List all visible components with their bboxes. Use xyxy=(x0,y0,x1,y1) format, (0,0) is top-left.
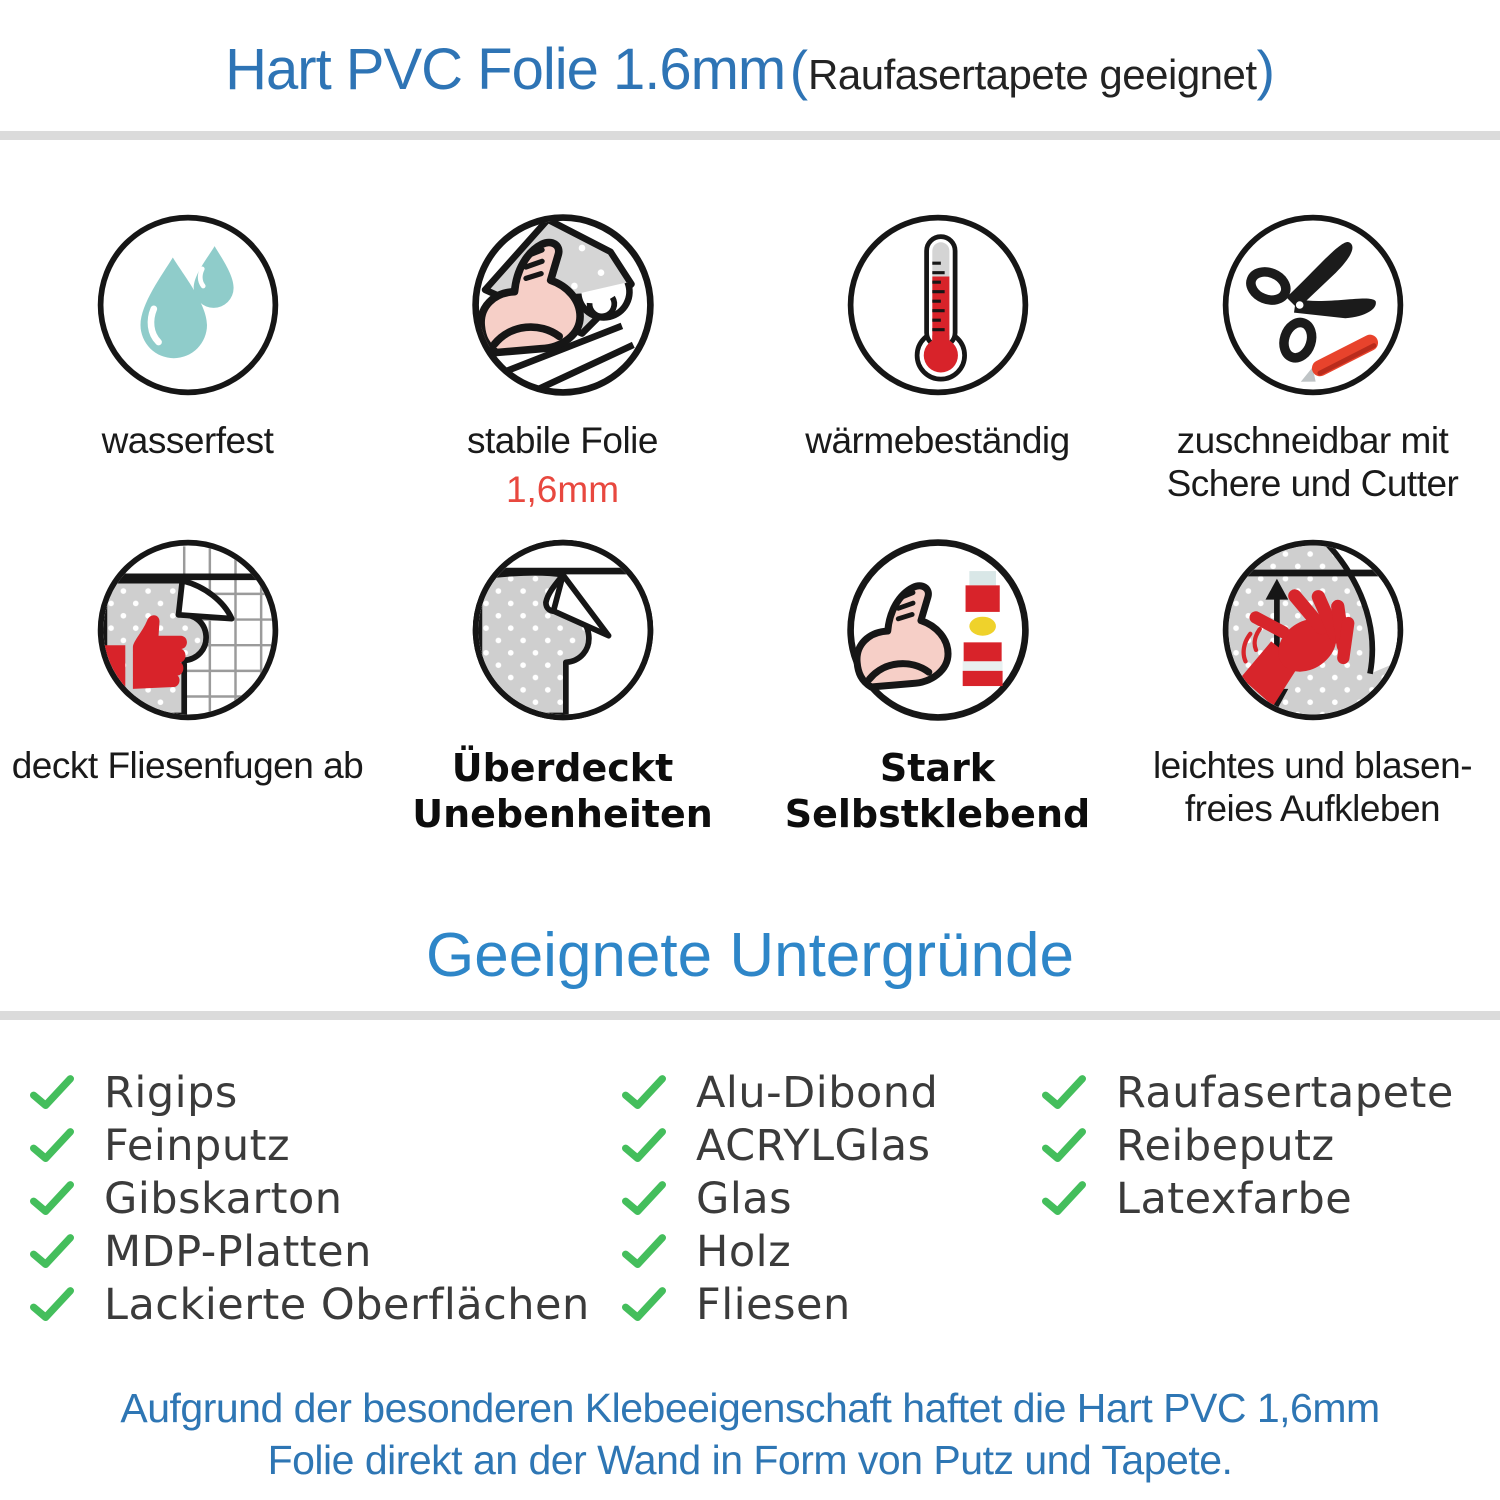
check-icon xyxy=(1042,1181,1086,1215)
list-item: Rigips xyxy=(30,1066,590,1119)
check-icon xyxy=(1042,1128,1086,1162)
feature-label: zuschneidbar mit Schere und Cutter xyxy=(1167,420,1459,506)
substrates-column-1: Rigips Feinputz Gibskarton MDP-Platten L… xyxy=(30,1066,590,1331)
feature-label: Stark Selbstklebend xyxy=(785,745,1090,838)
feature-covers-unevenness: Überdeckt Unebenheiten xyxy=(375,535,750,838)
substrates-list: Rigips Feinputz Gibskarton MDP-Platten L… xyxy=(0,1066,1500,1346)
check-icon xyxy=(30,1234,74,1268)
substrate-label: MDP-Platten xyxy=(104,1226,372,1277)
feature-row-2: deckt Fliesenfugen ab Überdeckt Unebenhe… xyxy=(0,535,1500,838)
feature-label-line1: Überdeckt xyxy=(451,746,674,790)
thermometer-icon xyxy=(847,214,1028,396)
list-item: Reibeputz xyxy=(1042,1119,1454,1172)
feature-label: wasserfest xyxy=(101,420,274,461)
check-icon xyxy=(30,1128,74,1162)
divider-top xyxy=(0,131,1500,140)
feature-stable-foil: stabile Folie 1,6mm xyxy=(375,210,750,511)
feature-bubble-free: leichtes und blasen- freies Aufkleben xyxy=(1125,535,1500,838)
page-title-main: Hart PVC Folie 1.6mm xyxy=(225,37,786,102)
substrate-label: Holz xyxy=(696,1226,792,1277)
list-item: Gibskarton xyxy=(30,1172,590,1225)
check-icon xyxy=(1042,1075,1086,1109)
substrate-label: Feinputz xyxy=(104,1120,291,1171)
substrate-label: Glas xyxy=(696,1173,793,1224)
list-item: Raufasertapete xyxy=(1042,1066,1454,1119)
check-icon xyxy=(30,1075,74,1109)
list-item: Latexfarbe xyxy=(1042,1172,1454,1225)
check-icon xyxy=(622,1234,666,1268)
feature-label: wärmebeständig xyxy=(805,420,1070,461)
substrate-label: Fliesen xyxy=(696,1279,851,1330)
feature-waterproof: wasserfest xyxy=(0,210,375,511)
footer-note-line2: Folie direkt an der Wand in Form von Put… xyxy=(267,1437,1233,1484)
check-icon xyxy=(622,1075,666,1109)
substrates-column-2: Alu-Dibond ACRYLGlas Glas Holz Fliesen xyxy=(622,1066,938,1331)
footer-note-line1: Aufgrund der besonderen Klebeeigenschaft… xyxy=(120,1385,1380,1431)
feature-heat-resistant: wärmebeständig xyxy=(750,210,1125,511)
tile-joints-thumbs-up-icon xyxy=(97,539,278,721)
feature-row-1: wasserfest stabile Folie 1,6mm xyxy=(0,210,1500,511)
feature-label-line2: freies Aufkleben xyxy=(1184,787,1441,829)
page-title-paren-text: Raufasertapete geeignet xyxy=(808,51,1257,98)
feature-label-line2: Selbstklebend xyxy=(784,792,1091,837)
page-title-paren-close: ) xyxy=(1256,39,1275,101)
muscle-arm-foil-roll-icon xyxy=(471,214,654,396)
list-item: Fliesen xyxy=(622,1278,938,1331)
feature-label-line1: leichtes und blasen- xyxy=(1152,745,1473,786)
list-item: Alu-Dibond xyxy=(622,1066,938,1119)
substrate-label: Raufasertapete xyxy=(1116,1067,1454,1118)
list-item: Glas xyxy=(622,1172,938,1225)
feature-label-line2: Schere und Cutter xyxy=(1166,462,1459,504)
substrate-label: Gibskarton xyxy=(104,1173,343,1224)
feature-label-line1: Stark xyxy=(879,746,996,790)
feature-label-line1: zuschneidbar mit xyxy=(1176,420,1449,461)
feature-self-adhesive: Stark Selbstklebend xyxy=(750,535,1125,838)
feature-label: deckt Fliesenfugen ab xyxy=(11,745,364,786)
water-drops-icon xyxy=(97,214,278,396)
divider-middle xyxy=(0,1011,1500,1020)
list-item: Lackierte Oberflächen xyxy=(30,1278,590,1331)
substrate-label: Lackierte Oberflächen xyxy=(104,1279,590,1330)
substrate-label: Reibeputz xyxy=(1116,1120,1335,1171)
feature-label: leichtes und blasen- freies Aufkleben xyxy=(1152,745,1473,831)
list-item: MDP-Platten xyxy=(30,1225,590,1278)
check-icon xyxy=(622,1128,666,1162)
footer-note: Aufgrund der besonderen Klebeeigenschaft… xyxy=(0,1382,1500,1487)
page-title-paren-open: ( xyxy=(789,39,809,101)
scissors-cutter-icon xyxy=(1222,214,1403,396)
feature-label: stabile Folie xyxy=(467,420,658,461)
muscle-arm-glue-tube-icon xyxy=(846,539,1029,721)
page-title: Hart PVC Folie 1.6mm (Raufasertapete gee… xyxy=(0,36,1500,103)
feature-label: Überdeckt Unebenheiten xyxy=(412,745,713,838)
check-icon xyxy=(30,1287,74,1321)
feature-thickness-label: 1,6mm xyxy=(505,468,620,510)
substrate-label: Latexfarbe xyxy=(1116,1173,1353,1224)
substrate-label: Rigips xyxy=(104,1067,238,1118)
foil-fold-icon xyxy=(472,539,653,721)
list-item: Feinputz xyxy=(30,1119,590,1172)
substrates-column-3: Raufasertapete Reibeputz Latexfarbe xyxy=(1042,1066,1454,1225)
list-item: Holz xyxy=(622,1225,938,1278)
feature-cuttable: zuschneidbar mit Schere und Cutter xyxy=(1125,210,1500,511)
check-icon xyxy=(622,1287,666,1321)
feature-covers-tile-joints: deckt Fliesenfugen ab xyxy=(0,535,375,838)
list-item: ACRYLGlas xyxy=(622,1119,938,1172)
check-icon xyxy=(30,1181,74,1215)
hand-smoothing-foil-icon xyxy=(1222,539,1403,721)
substrate-label: Alu-Dibond xyxy=(696,1067,939,1118)
section-title: Geeignete Untergründe xyxy=(425,921,1074,990)
check-icon xyxy=(622,1181,666,1215)
feature-label-line2: Unebenheiten xyxy=(412,792,713,837)
substrate-label: ACRYLGlas xyxy=(696,1120,931,1171)
